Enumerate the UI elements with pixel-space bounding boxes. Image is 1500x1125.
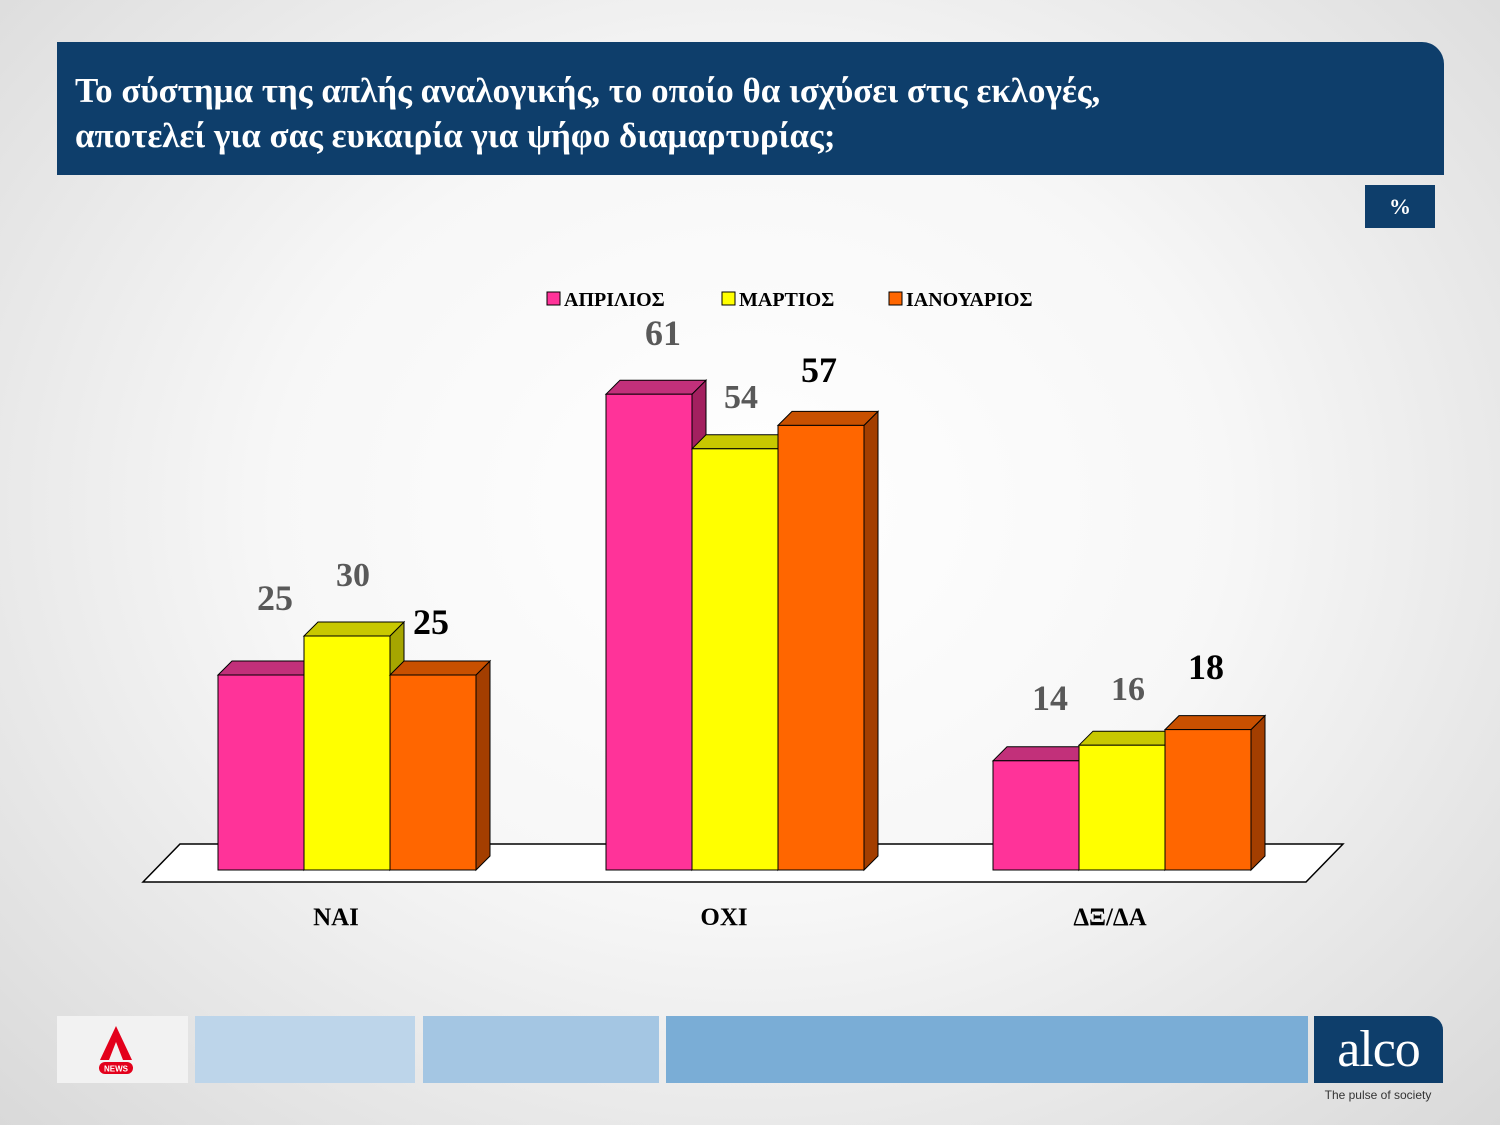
legend-swatch — [888, 291, 903, 306]
category-label-ΔΞ/ΔΑ: ΔΞ/ΔΑ — [1073, 904, 1146, 931]
value-label-ΜΑΡΤΙΟΣ-ΔΞ/ΔΑ: 16 — [1111, 671, 1145, 708]
value-label-ΜΑΡΤΙΟΣ-ΝΑΙ: 30 — [336, 557, 370, 594]
legend-label: ΑΠΡΙΛΙΟΣ — [564, 289, 665, 311]
legend-swatch — [546, 291, 561, 306]
legend-label: ΙΑΝΟΥΑΡΙΟΣ — [906, 289, 1033, 311]
value-label-ΑΠΡΙΛΙΟΣ-ΟΧΙ: 61 — [645, 313, 681, 353]
bar-top — [388, 660, 492, 676]
bar-top — [604, 379, 708, 395]
value-label-ΑΠΡΙΛΙΟΣ-ΝΑΙ: 25 — [257, 578, 293, 618]
bar-front — [691, 448, 779, 871]
bar-front — [1164, 729, 1252, 871]
bar-top — [216, 660, 320, 676]
legend-item-ΙΑΝΟΥΑΡΙΟΣ: ΙΑΝΟΥΑΡΙΟΣ — [888, 289, 1033, 311]
bar-chart: 25 30 25 ΝΑΙ 61 54 57 ΟΧΙ 14 16 18 ΔΞ/ΔΑ ΑΠΡΙΛΙΟΣ ΜΑΡ… — [141, 289, 1345, 931]
bar-top — [1163, 715, 1267, 731]
footer-block-3 — [423, 1016, 659, 1083]
alpha-news-logo: NEWS — [99, 1026, 133, 1074]
bar-top — [302, 621, 406, 637]
legend-item-ΑΠΡΙΛΙΟΣ: ΑΠΡΙΛΙΟΣ — [546, 289, 665, 311]
alco-tagline: The pulse of society — [1324, 1088, 1432, 1102]
footer-block-4 — [666, 1016, 1308, 1083]
value-label-ΙΑΝΟΥΑΡΙΟΣ-ΟΧΙ: 57 — [801, 350, 837, 390]
bar-top — [1077, 730, 1181, 746]
value-label-ΑΠΡΙΛΙΟΣ-ΔΞ/ΔΑ: 14 — [1032, 678, 1068, 718]
legend-item-ΜΑΡΤΙΟΣ: ΜΑΡΤΙΟΣ — [721, 289, 834, 311]
bar-top — [690, 434, 794, 450]
bar-ΙΑΝΟΥΑΡΙΟΣ-ΝΑΙ — [388, 659, 492, 872]
bar-ΜΑΡΤΙΟΣ-ΝΑΙ — [302, 620, 406, 872]
bar-ΑΠΡΙΛΙΟΣ-ΟΧΙ — [604, 378, 708, 872]
bar-ΑΠΡΙΛΙΟΣ-ΝΑΙ — [216, 659, 320, 872]
alco-logo: alco — [1314, 1016, 1443, 1083]
bar-front — [992, 760, 1080, 871]
bar-ΙΑΝΟΥΑΡΙΟΣ-ΟΧΙ — [776, 410, 880, 872]
bar-ΑΠΡΙΛΙΟΣ-ΔΞ/ΔΑ — [991, 745, 1095, 872]
bar-top — [991, 746, 1095, 762]
bar-ΜΑΡΤΙΟΣ-ΔΞ/ΔΑ — [1077, 729, 1181, 872]
value-label-ΙΑΝΟΥΑΡΙΟΣ-ΔΞ/ΔΑ: 18 — [1188, 647, 1224, 687]
bar-front — [389, 674, 477, 871]
unit-badge: % — [1365, 185, 1435, 228]
legend-label: ΜΑΡΤΙΟΣ — [739, 289, 834, 311]
bar-front — [303, 635, 391, 871]
legend-swatch — [721, 291, 736, 306]
footer-block-2 — [195, 1016, 415, 1083]
chart-title-line-2: αποτελεί για σας ευκαιρία για ψήφο διαμα… — [75, 116, 836, 155]
category-label-ΟΧΙ: ΟΧΙ — [700, 904, 747, 931]
svg-text:NEWS: NEWS — [104, 1065, 129, 1074]
bar-ΜΑΡΤΙΟΣ-ΟΧΙ — [690, 433, 794, 872]
bar-ΙΑΝΟΥΑΡΙΟΣ-ΔΞ/ΔΑ — [1163, 714, 1267, 872]
bar-front — [777, 424, 865, 871]
bar-front — [605, 393, 693, 871]
category-label-ΝΑΙ: ΝΑΙ — [313, 904, 359, 931]
title-banner: Το σύστημα της απλής αναλογικής, το οποί… — [57, 42, 1444, 175]
bar-front — [217, 674, 305, 871]
bar-top — [776, 410, 880, 426]
bar-side — [863, 410, 879, 872]
value-label-ΙΑΝΟΥΑΡΙΟΣ-ΝΑΙ: 25 — [413, 602, 449, 642]
chart-title-line-1: Το σύστημα της απλής αναλογικής, το οποί… — [75, 71, 1101, 110]
bar-side — [1250, 714, 1266, 872]
bar-front — [1078, 744, 1166, 871]
bar-side — [475, 659, 491, 872]
value-label-ΜΑΡΤΙΟΣ-ΟΧΙ: 54 — [724, 379, 758, 416]
